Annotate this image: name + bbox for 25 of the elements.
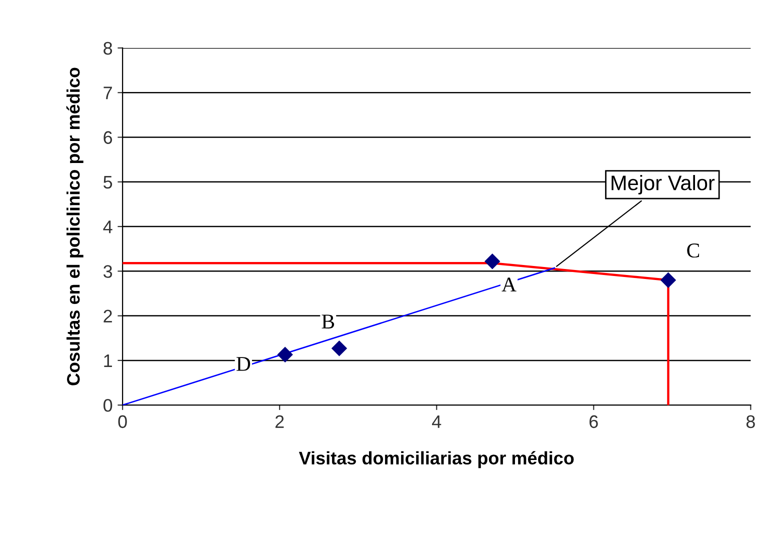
point	[660, 272, 676, 288]
annotation: A	[502, 278, 516, 292]
point	[484, 254, 500, 269]
x-tick-label: 8	[746, 415, 755, 428]
y-tick-label: 2	[104, 310, 112, 322]
x-tick-label: 0	[118, 415, 127, 428]
x-tick-label: 6	[590, 415, 598, 428]
x-tick-label: 4	[432, 415, 442, 428]
y-tick-label: 4	[103, 220, 112, 234]
y-axis-title: Cosultas en el policlinico por médico	[66, 68, 84, 386]
y-tick-label: 1	[104, 354, 112, 367]
y-tick-label: 0	[104, 399, 112, 412]
point	[332, 340, 347, 356]
annotation: Mejor Valor	[612, 174, 715, 194]
x-tick-label: 2	[275, 415, 284, 428]
x-axis-title: Visitas domiciliarias por médico	[298, 451, 574, 468]
annotation: C	[687, 244, 700, 258]
y-tick-label: 6	[104, 131, 112, 144]
y-tick-label: 7	[104, 86, 112, 100]
y-tick-label: 5	[104, 176, 112, 189]
annotation: D	[236, 357, 250, 371]
annotation: B	[322, 314, 334, 328]
y-tick-label: 8	[104, 42, 112, 55]
y-tick-label: 3	[103, 265, 112, 278]
point	[278, 347, 293, 362]
